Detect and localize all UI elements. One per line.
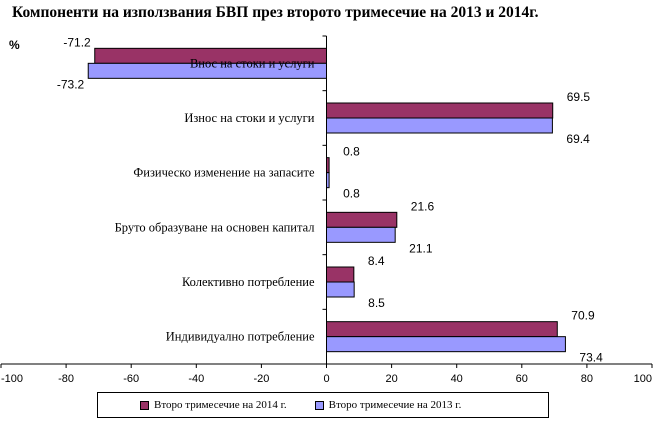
chart-title: Компоненти на използвания БВП през второ… [12, 4, 539, 21]
value-label-2014-3: 21.6 [411, 199, 435, 213]
legend-item-2013: Второ тримесечие на 2013 г. [314, 399, 462, 411]
bar-2014-4 [326, 266, 355, 283]
bar-2014-5 [326, 321, 558, 338]
x-tick-label-7: 40 [451, 373, 463, 385]
value-label-2014-5: 70.9 [571, 309, 595, 323]
x-tick-label-4: -20 [253, 373, 269, 385]
category-label-0: Внос на стоки и услуги [190, 56, 315, 70]
bar-2014-1 [326, 102, 554, 119]
bar-2014-3 [326, 211, 398, 228]
x-tick-label-9: 80 [581, 373, 593, 385]
value-label-2014-2: 0.8 [343, 145, 360, 159]
bar-2013-1 [326, 117, 553, 134]
category-label-3: Бруто образуване на основен капитал [115, 220, 315, 234]
x-tick-label-0: -100 [1, 373, 23, 385]
legend-label-2014: Второ тримесечие на 2014 г. [154, 399, 287, 411]
unit-label: % [9, 38, 20, 52]
x-tick-label-5: 0 [323, 373, 329, 385]
category-label-1: Износ на стоки и услуги [184, 111, 314, 125]
bar-2013-5 [326, 336, 566, 353]
legend-swatch-2014 [140, 400, 149, 410]
value-label-2013-2: 0.8 [343, 187, 360, 201]
legend-label-2013: Второ тримесечие на 2013 г. [328, 399, 462, 411]
x-tick-label-6: 20 [385, 373, 397, 385]
value-label-2013-3: 21.1 [409, 241, 433, 255]
x-tick-label-3: -40 [188, 373, 204, 385]
value-label-2013-0: -73.2 [57, 77, 85, 91]
value-label-2014-4: 8.4 [368, 254, 385, 268]
category-label-4: Колективно потребление [182, 275, 315, 289]
legend: Второ тримесечие на 2014 г. Второ тримес… [97, 392, 549, 418]
value-label-2013-4: 8.5 [368, 296, 385, 310]
value-label-2013-1: 69.4 [566, 132, 590, 146]
value-label-2014-0: -71.2 [63, 35, 91, 49]
legend-swatch-2013 [314, 400, 324, 410]
legend-item-2014: Второ тримесечие на 2014 г. [140, 399, 287, 411]
x-tick-label-1: -80 [58, 373, 74, 385]
category-label-5: Индивидуално потребление [166, 330, 315, 344]
value-label-2013-5: 73.4 [579, 351, 603, 365]
value-label-2014-1: 69.5 [567, 90, 591, 104]
x-tick-label-10: 100 [634, 373, 652, 385]
bar-2013-3 [326, 226, 396, 243]
category-label-2: Физическо изменение на запасите [133, 166, 315, 180]
x-tick-label-8: 60 [516, 373, 528, 385]
x-tick-label-2: -60 [123, 373, 139, 385]
bar-2013-4 [326, 281, 355, 298]
